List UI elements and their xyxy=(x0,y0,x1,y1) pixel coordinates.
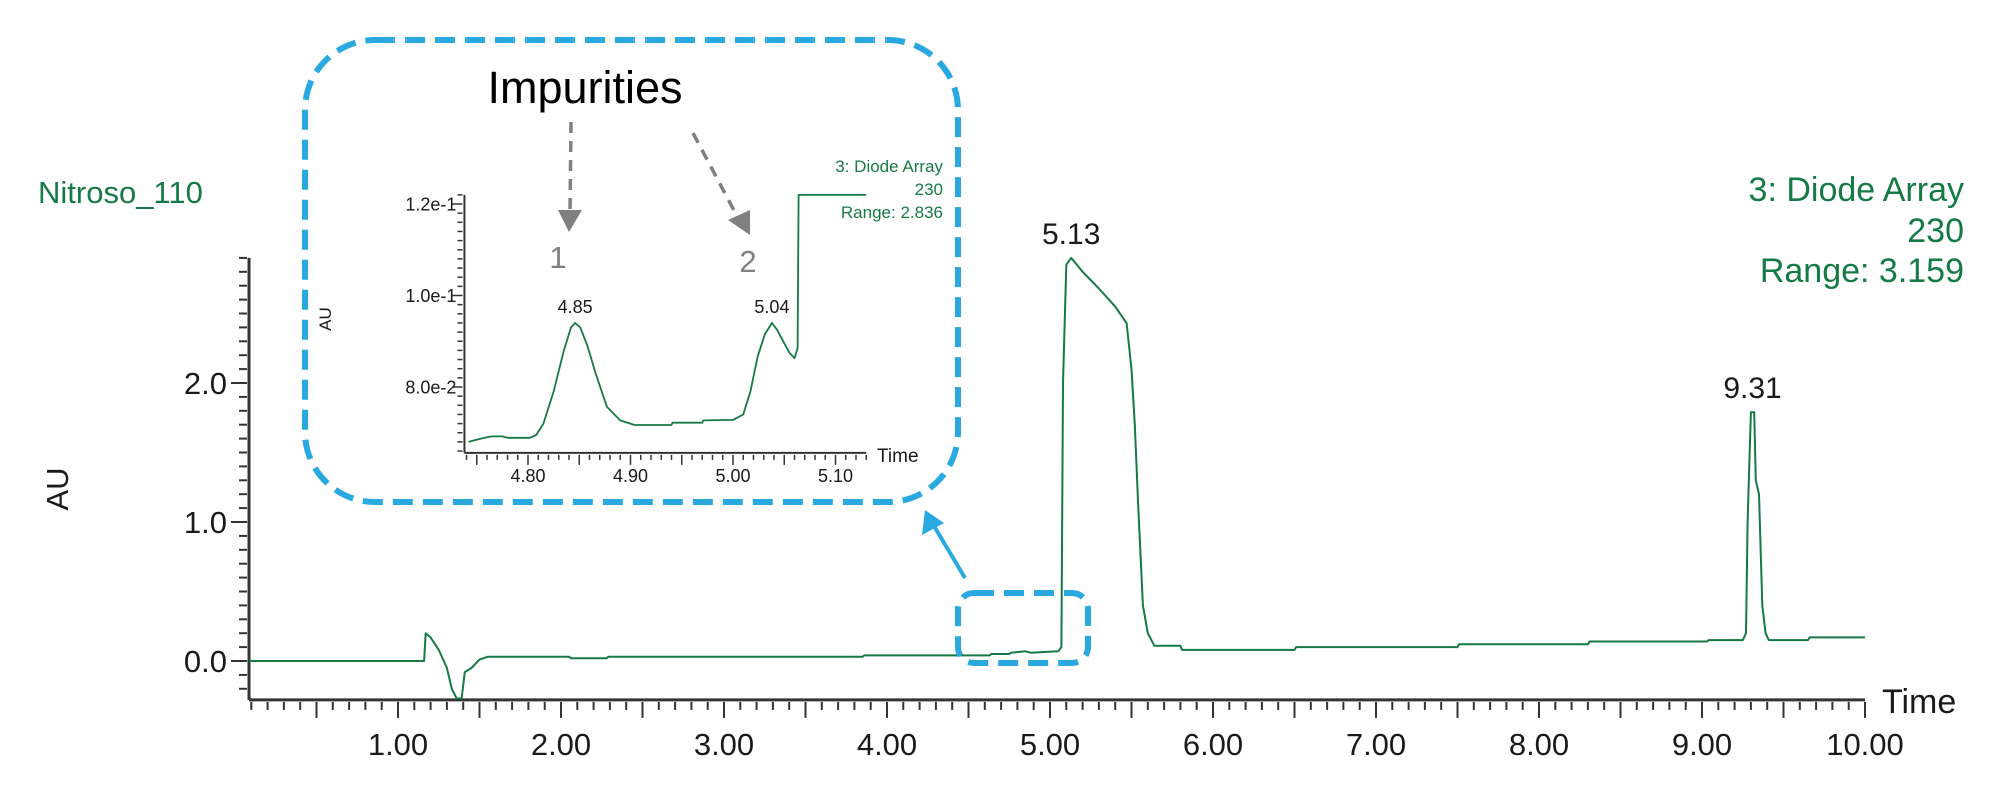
detector-label-line-2: 230 xyxy=(1907,212,1964,250)
inset-peak-labels: 4.85 5.04 xyxy=(558,297,790,317)
detector-label-line-3: Range: 3.159 xyxy=(1760,252,1964,290)
zoom-region-box xyxy=(955,590,1091,666)
inset-box xyxy=(302,37,961,505)
main-trace xyxy=(249,256,1865,700)
y-tick-label: 1.0e-1 xyxy=(405,286,456,306)
y-tick-label: 8.0e-2 xyxy=(405,377,456,397)
inset-x-axis-label: Time xyxy=(877,446,919,467)
inset-tick-labels: 4.80 4.90 5.00 5.10 8.0e-2 1.0e-1 1.2e-1 xyxy=(405,194,853,485)
impurity-2-arrowhead-icon xyxy=(728,210,750,235)
inset-y-axis-label: AU xyxy=(316,307,335,331)
impurity-1-number: 1 xyxy=(549,240,566,275)
inset-trace xyxy=(468,194,867,443)
inset-axes xyxy=(452,194,867,465)
y-axis-label: AU xyxy=(40,467,75,510)
x-axis-label: Time xyxy=(1882,683,1956,721)
x-tick-label: 5.10 xyxy=(818,466,853,486)
main-chromatogram: Nitroso_110 3: Diode Array 230 Range: 3.… xyxy=(38,171,1964,762)
x-tick-label: 5.00 xyxy=(1020,727,1080,762)
main-tick-labels: 1.00 2.00 3.00 4.00 5.00 6.00 7.00 8.00 9.00 10.0… xyxy=(184,366,1904,762)
callout-arrowhead-icon xyxy=(922,510,944,535)
impurities-label: Impurities xyxy=(487,62,682,113)
x-tick-label: 5.00 xyxy=(715,466,750,486)
x-tick-label: 4.90 xyxy=(613,466,648,486)
peak-label: 5.04 xyxy=(754,297,789,317)
x-tick-label: 1.00 xyxy=(368,727,428,762)
detector-label-line-1: 3: Diode Array xyxy=(1749,171,1964,209)
series-line xyxy=(468,194,867,443)
impurity-1-arrow-line xyxy=(568,121,573,215)
x-tick-label: 2.00 xyxy=(531,727,591,762)
x-tick-label: 7.00 xyxy=(1346,727,1406,762)
y-tick-label: 0.0 xyxy=(184,644,227,679)
inset-chromatogram: Impurities 1 2 3: Diode Array 230 Range:… xyxy=(316,62,943,486)
series-line xyxy=(249,256,1865,700)
main-axes xyxy=(231,256,1866,718)
impurity-1-arrowhead-icon xyxy=(558,210,582,232)
impurity-2-number: 2 xyxy=(739,244,756,279)
x-tick-label: 10.00 xyxy=(1826,727,1904,762)
y-tick-label: 2.0 xyxy=(184,366,227,401)
impurity-2-arrow-line xyxy=(691,132,740,219)
x-tick-label: 3.00 xyxy=(694,727,754,762)
x-tick-label: 6.00 xyxy=(1183,727,1243,762)
y-tick-label: 1.0 xyxy=(184,505,227,540)
main-peak-labels: 5.13 9.31 xyxy=(1042,218,1782,405)
peak-label: 4.85 xyxy=(558,297,593,317)
inset-detector-line-3: Range: 2.836 xyxy=(841,203,943,222)
zoom-callout xyxy=(302,37,1091,666)
peak-label: 9.31 xyxy=(1723,372,1781,405)
inset-detector-line-1: 3: Diode Array xyxy=(835,157,943,176)
x-tick-label: 8.00 xyxy=(1509,727,1569,762)
peak-label: 5.13 xyxy=(1042,218,1100,251)
inset-detector-line-2: 230 xyxy=(915,180,943,199)
y-tick-label: 1.2e-1 xyxy=(405,194,456,214)
callout-arrow-line xyxy=(929,519,967,580)
sample-label: Nitroso_110 xyxy=(38,175,203,210)
x-tick-label: 4.00 xyxy=(857,727,917,762)
x-tick-label: 9.00 xyxy=(1672,727,1732,762)
x-tick-label: 4.80 xyxy=(510,466,545,486)
